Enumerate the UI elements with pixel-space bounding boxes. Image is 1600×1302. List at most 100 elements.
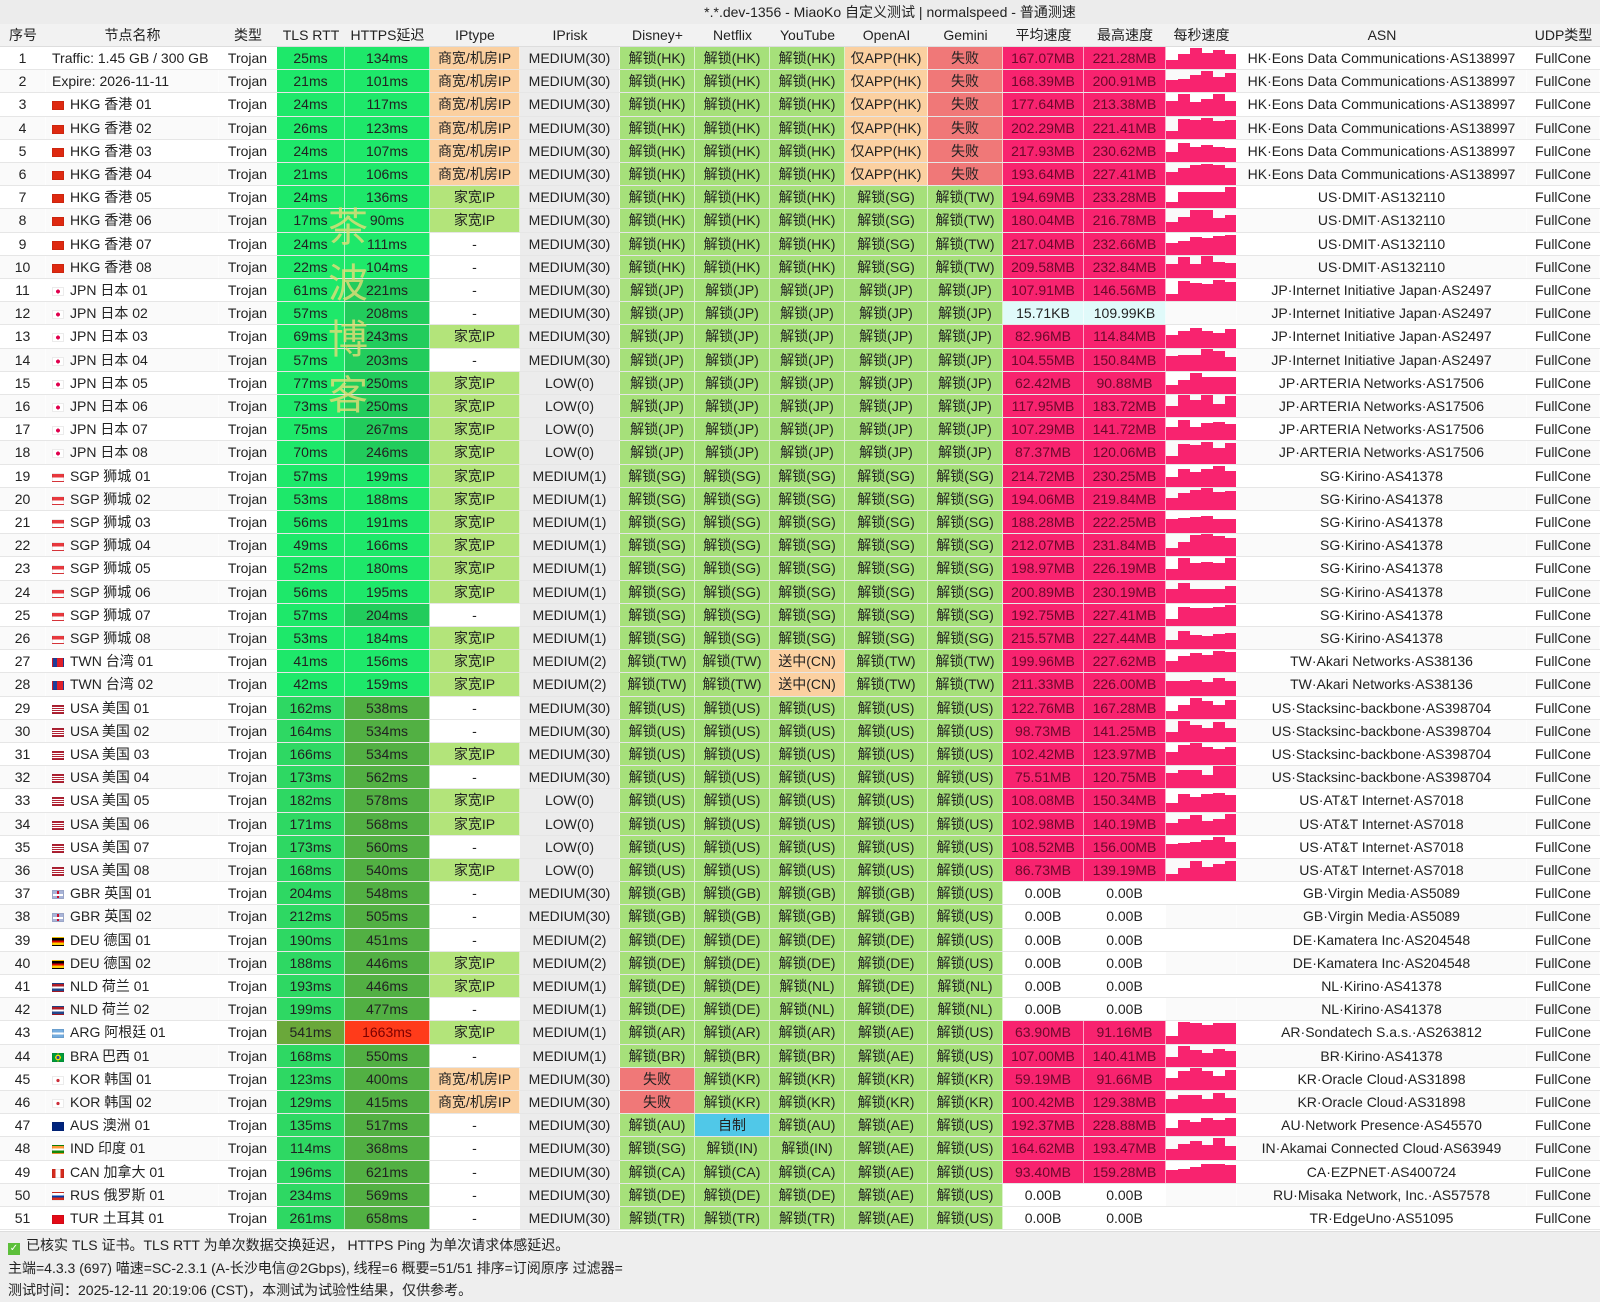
table-row[interactable]: 46 KOR 韩国 02 Trojan 129ms 415ms 商宽/机房IP MEDIUM… xyxy=(0,1091,1600,1115)
table-row[interactable]: 23 SGP 狮城 05 Trojan 52ms 180ms 家宽IP MEDIUM(1) 解… xyxy=(0,557,1600,581)
cell-speed-graph xyxy=(1166,464,1237,487)
speed-bar xyxy=(1213,589,1226,603)
table-row[interactable]: 3 HKG 香港 01 Trojan 24ms 117ms 商宽/机房IP MEDIUM(3… xyxy=(0,93,1600,117)
table-row[interactable]: 49 CAN 加拿大 01 Trojan 196ms 621ms - MEDIUM(30) 解… xyxy=(0,1160,1600,1184)
table-row[interactable]: 41 NLD 荷兰 01 Trojan 193ms 446ms 家宽IP MEDIUM(1)… xyxy=(0,975,1600,999)
table-row[interactable]: 21 SGP 狮城 03 Trojan 56ms 191ms 家宽IP MEDIUM(1) 解… xyxy=(0,511,1600,535)
cell-max-speed: 159.28MB xyxy=(1084,1160,1166,1183)
cell-openai: 解锁(SG) xyxy=(845,580,928,603)
cell-youtube: 解锁(AR) xyxy=(770,1021,845,1044)
cell-type: Trojan xyxy=(219,163,277,186)
cell-no: 35 xyxy=(0,835,46,858)
cell-ip-type: - xyxy=(430,1207,520,1230)
table-row[interactable]: 12 JPN 日本 02 Trojan 57ms 208ms - MEDIUM(30) 解锁(… xyxy=(0,302,1600,326)
table-row[interactable]: 27 TWN 台湾 01 Trojan 41ms 156ms 家宽IP MEDIUM(2) 解… xyxy=(0,650,1600,674)
table-row[interactable]: 30 USA 美国 02 Trojan 164ms 534ms - MEDIUM(30) 解锁… xyxy=(0,719,1600,743)
table-row[interactable]: 40 DEU 德国 02 Trojan 188ms 446ms 家宽IP MEDIUM(2)… xyxy=(0,951,1600,975)
cell-udp-type: FullCone xyxy=(1527,47,1600,70)
table-row[interactable]: 8 HKG 香港 06 Trojan 17ms 90ms 家宽IP MEDIUM(30) 解锁… xyxy=(0,209,1600,233)
table-row[interactable]: 37 GBR 英国 01 Trojan 204ms 548ms - MEDIUM(30) 解锁… xyxy=(0,882,1600,906)
table-row[interactable]: 31 USA 美国 03 Trojan 166ms 534ms 家宽IP MEDIUM(30… xyxy=(0,743,1600,767)
header-gemini[interactable]: Gemini xyxy=(943,27,988,43)
header-ip-risk[interactable]: IPrisk xyxy=(552,27,588,43)
table-row[interactable]: 10 HKG 香港 08 Trojan 22ms 104ms - MEDIUM(30) 解锁(… xyxy=(0,255,1600,279)
header-netflix[interactable]: Netflix xyxy=(713,27,752,43)
table-row[interactable]: 20 SGP 狮城 02 Trojan 53ms 188ms 家宽IP MEDIUM(1) 解… xyxy=(0,487,1600,511)
speed-bar xyxy=(1189,146,1202,162)
table-row[interactable]: 15 JPN 日本 05 Trojan 77ms 250ms 家宽IP LOW(0) 解锁(J… xyxy=(0,371,1600,395)
table-row[interactable]: 7 HKG 香港 05 Trojan 24ms 136ms 家宽IP MEDIUM(30) 解… xyxy=(0,186,1600,210)
table-row[interactable]: 19 SGP 狮城 01 Trojan 57ms 199ms 家宽IP MEDIUM(1) 解… xyxy=(0,464,1600,488)
table-row[interactable]: 13 JPN 日本 03 Trojan 69ms 243ms 家宽IP MEDIUM(30)… xyxy=(0,325,1600,349)
header-max-speed[interactable]: 最高速度 xyxy=(1097,27,1153,43)
header-type[interactable]: 类型 xyxy=(234,27,262,43)
table-row[interactable]: 28 TWN 台湾 02 Trojan 42ms 159ms 家宽IP MEDIUM(2) 解… xyxy=(0,673,1600,697)
header-no[interactable]: 序号 xyxy=(9,27,37,43)
cell-youtube: 解锁(NL) xyxy=(770,975,845,998)
table-row[interactable]: 29 USA 美国 01 Trojan 162ms 538ms - MEDIUM(30) 解锁… xyxy=(0,696,1600,720)
cell-netflix: 自制 xyxy=(695,1114,770,1137)
table-row[interactable]: 9 HKG 香港 07 Trojan 24ms 111ms - MEDIUM(30) 解锁(H… xyxy=(0,232,1600,256)
header-disney[interactable]: Disney+ xyxy=(632,27,683,43)
header-ip-type[interactable]: IPtype xyxy=(455,27,495,43)
table-row[interactable]: 11 JPN 日本 01 Trojan 61ms 221ms - MEDIUM(30) 解锁(… xyxy=(0,279,1600,303)
table-row[interactable]: 22 SGP 狮城 04 Trojan 49ms 166ms 家宽IP MEDIUM(1) 解… xyxy=(0,534,1600,558)
table-row[interactable]: 14 JPN 日本 04 Trojan 57ms 203ms - MEDIUM(30) 解锁(… xyxy=(0,348,1600,372)
table-row[interactable]: 38 GBR 英国 02 Trojan 212ms 505ms - MEDIUM(30) 解锁… xyxy=(0,905,1600,929)
header-node-name[interactable]: 节点名称 xyxy=(104,27,161,43)
header-avg-speed[interactable]: 平均速度 xyxy=(1015,27,1072,43)
table-row[interactable]: 2 Expire: 2026-11-11 Trojan 21ms 101ms 商宽/机房I… xyxy=(0,70,1600,94)
table-row[interactable]: 39 DEU 德国 01 Trojan 190ms 451ms - MEDIUM(2) 解锁(… xyxy=(0,928,1600,952)
header-speed-graph[interactable]: 每秒速度 xyxy=(1173,27,1230,43)
speed-bar xyxy=(1225,396,1236,418)
table-row[interactable]: 34 USA 美国 06 Trojan 171ms 568ms 家宽IP LOW(0) 解锁(… xyxy=(0,812,1600,836)
header-udp-type[interactable]: UDP类型 xyxy=(1534,27,1593,43)
header-https-latency[interactable]: HTTPS延迟 xyxy=(350,27,425,43)
cell-tls-rtt: 24ms xyxy=(277,93,345,116)
header-openai[interactable]: OpenAI xyxy=(862,27,911,43)
table-row[interactable]: 48 IND 印度 01 Trojan 114ms 368ms - MEDIUM(30) 解锁… xyxy=(0,1137,1600,1161)
cell-https-latency: 562ms xyxy=(345,766,430,789)
speed-bar xyxy=(1201,1071,1214,1090)
cell-netflix: 解锁(SG) xyxy=(695,487,770,510)
table-row[interactable]: 36 USA 美国 08 Trojan 168ms 540ms 家宽IP LOW(0) 解锁(… xyxy=(0,859,1600,883)
table-row[interactable]: 44 BRA 巴西 01 Trojan 168ms 550ms - MEDIUM(1) 解锁(… xyxy=(0,1044,1600,1068)
table-row[interactable]: 6 HKG 香港 04 Trojan 21ms 106ms 商宽/机房IP MEDIUM(3… xyxy=(0,163,1600,187)
cell-https-latency: 446ms xyxy=(345,951,430,974)
speed-bar xyxy=(1201,774,1214,789)
cell-speed-graph xyxy=(1166,998,1237,1021)
cell-ip-risk: MEDIUM(30) xyxy=(520,1137,620,1160)
table-row[interactable]: 33 USA 美国 05 Trojan 182ms 578ms 家宽IP LOW(0) 解锁(… xyxy=(0,789,1600,813)
cell-max-speed: 141.25MB xyxy=(1084,719,1166,742)
cell-openai: 解锁(AE) xyxy=(845,1183,928,1206)
table-row[interactable]: 42 NLD 荷兰 02 Trojan 199ms 477ms - MEDIUM(1) 解锁(… xyxy=(0,998,1600,1022)
table-row[interactable]: 35 USA 美国 07 Trojan 173ms 560ms - LOW(0) 解锁(US)… xyxy=(0,835,1600,859)
table-row[interactable]: 50 RUS 俄罗斯 01 Trojan 234ms 569ms - MEDIUM(30) 解… xyxy=(0,1183,1600,1207)
table-row[interactable]: 5 HKG 香港 03 Trojan 24ms 107ms 商宽/机房IP MEDIUM(3… xyxy=(0,139,1600,163)
table-row[interactable]: 18 JPN 日本 08 Trojan 70ms 246ms 家宽IP LOW(0) 解锁(J… xyxy=(0,441,1600,465)
speed-bar xyxy=(1177,720,1190,742)
table-row[interactable]: 47 AUS 澳洲 01 Trojan 135ms 517ms - MEDIUM(30) 解锁… xyxy=(0,1114,1600,1138)
table-row[interactable]: 1 Traffic: 1.45 GB / 300 GB Trojan 25ms 134m… xyxy=(0,47,1600,71)
table-row[interactable]: 16 JPN 日本 06 Trojan 73ms 250ms 家宽IP LOW(0) 解锁(J… xyxy=(0,395,1600,419)
table-row[interactable]: 24 SGP 狮城 06 Trojan 56ms 195ms 家宽IP MEDIUM(1) 解… xyxy=(0,580,1600,604)
table-row[interactable]: 32 USA 美国 04 Trojan 173ms 562ms - MEDIUM(30) 解锁… xyxy=(0,766,1600,790)
header-asn[interactable]: ASN xyxy=(1367,27,1397,43)
cell-no: 28 xyxy=(0,673,46,696)
header-youtube[interactable]: YouTube xyxy=(779,27,835,43)
table-row[interactable]: 25 SGP 狮城 07 Trojan 57ms 204ms - MEDIUM(1) 解锁(S… xyxy=(0,603,1600,627)
table-row[interactable]: 45 KOR 韩国 01 Trojan 123ms 400ms 商宽/机房IP MEDIUM… xyxy=(0,1067,1600,1091)
speed-bar xyxy=(1201,52,1214,70)
table-row[interactable]: 17 JPN 日本 07 Trojan 75ms 267ms 家宽IP LOW(0) 解锁(J… xyxy=(0,418,1600,442)
speed-bar xyxy=(1166,385,1178,394)
table-row[interactable]: 26 SGP 狮城 08 Trojan 53ms 184ms 家宽IP MEDIUM(1) 解… xyxy=(0,627,1600,651)
speed-bar xyxy=(1189,237,1202,255)
cell-netflix: 解锁(DE) xyxy=(695,998,770,1021)
table-row[interactable]: 4 HKG 香港 02 Trojan 26ms 123ms 商宽/机房IP MEDIUM(3… xyxy=(0,116,1600,140)
table-row[interactable]: 43 ARG 阿根廷 01 Trojan 541ms 1663ms 家宽IP MEDIUM(… xyxy=(0,1021,1600,1045)
header-tls-rtt[interactable]: TLS RTT xyxy=(282,27,340,43)
cell-max-speed: 227.41MB xyxy=(1084,163,1166,186)
table-row[interactable]: 51 TUR 土耳其 01 Trojan 261ms 658ms - MEDIUM(30) 解… xyxy=(0,1207,1600,1231)
speed-bar xyxy=(1166,823,1178,835)
cell-ip-type: - xyxy=(430,696,520,719)
